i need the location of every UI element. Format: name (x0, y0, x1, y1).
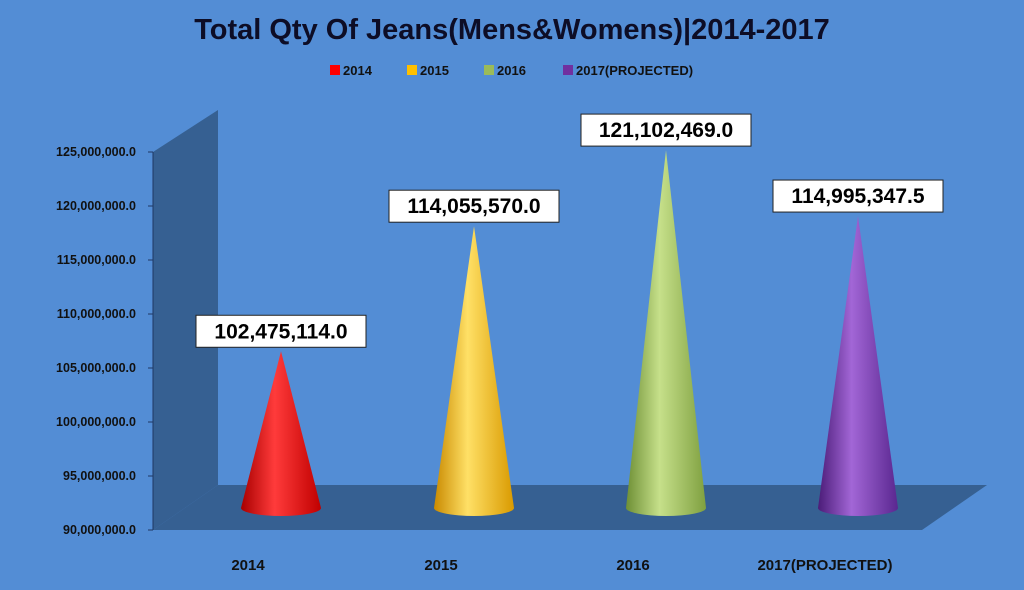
legend-entry: 2017(PROJECTED) (576, 63, 693, 78)
data-label: 114,995,347.5 (791, 185, 924, 208)
y-tick-label: 90,000,000.0 (63, 523, 136, 537)
floor (153, 485, 987, 530)
data-label-box (388, 189, 560, 223)
data-label: 102,475,114.0 (214, 320, 347, 343)
data-label-box (580, 113, 752, 147)
x-tick-label: 2016 (616, 557, 649, 574)
y-tick-label: 125,000,000.0 (56, 145, 136, 159)
y-tick-label: 110,000,000.0 (57, 307, 136, 321)
y-tick-label: 120,000,000.0 (56, 199, 136, 213)
legend-swatch (407, 65, 417, 75)
data-label-box (772, 179, 944, 213)
bar-cone-2016 (626, 150, 706, 516)
x-tick-label: 2017(PROJECTED) (757, 557, 892, 574)
chart-title: Total Qty Of Jeans(Mens&Womens)|2014-201… (194, 14, 830, 46)
legend-entry: 2015 (420, 63, 449, 78)
data-label-box (195, 314, 367, 348)
bar-cone-2017-projected (818, 216, 898, 517)
data-labels: 102,475,114.0 114,055,570.0 121,102,469.0 1… (195, 113, 944, 348)
side-wall (153, 110, 218, 530)
legend-swatch (484, 65, 494, 75)
y-axis: 90,000,000.0 95,000,000.0 100,000,000.0 105… (56, 145, 153, 537)
y-tick-label: 105,000,000.0 (56, 361, 136, 375)
legend-swatch (563, 65, 573, 75)
bar-cone-2015 (434, 226, 514, 517)
legend: 2014 2015 2016 2017(PROJECTED) (330, 63, 693, 78)
y-tick-label: 95,000,000.0 (63, 469, 136, 483)
y-tick-label: 100,000,000.0 (56, 415, 136, 429)
data-label: 121,102,469.0 (599, 119, 733, 142)
y-tick-label: 115,000,000.0 (57, 253, 136, 267)
data-label: 114,055,570.0 (407, 195, 540, 218)
x-axis: 2014 2015 2016 2017(PROJECTED) (231, 557, 892, 574)
legend-swatch (330, 65, 340, 75)
bars (241, 150, 898, 517)
x-tick-label: 2014 (231, 557, 265, 574)
legend-entry: 2016 (497, 63, 526, 78)
bar-cone-2014 (241, 351, 321, 516)
legend-entry: 2014 (343, 63, 373, 78)
x-tick-label: 2015 (424, 557, 457, 574)
